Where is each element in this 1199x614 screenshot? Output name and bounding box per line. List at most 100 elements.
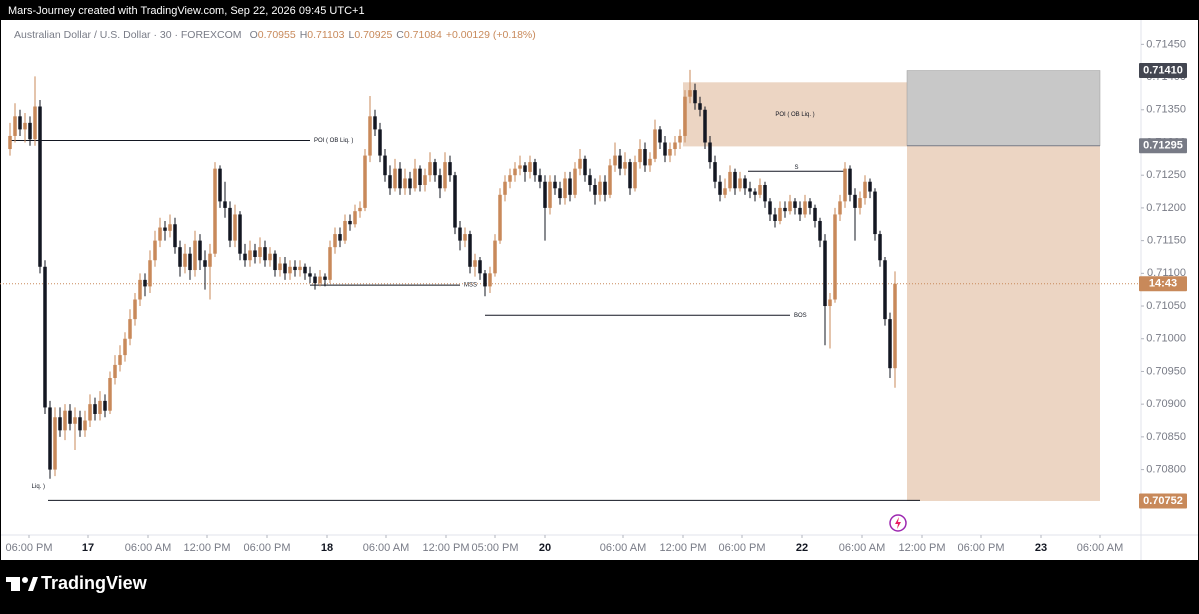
candle-body (53, 417, 57, 470)
logo-mark (6, 577, 18, 582)
candle-body (158, 227, 162, 241)
candle-body (313, 276, 317, 284)
candle-body (113, 364, 117, 378)
legend-key: H (300, 29, 308, 41)
candle-body (668, 149, 672, 156)
candle-body (603, 181, 607, 195)
candle-body (478, 260, 482, 274)
candle-body (628, 162, 632, 189)
candle-body (258, 247, 262, 257)
candle-body (183, 253, 187, 267)
candle-body (828, 299, 832, 307)
candle-body (268, 253, 272, 261)
candle-body (8, 135, 12, 150)
logo-mark (11, 577, 20, 591)
candle-body (298, 266, 302, 271)
candle-body (263, 247, 267, 261)
candle-body (68, 410, 72, 424)
candle-body (678, 135, 682, 143)
candle-body (108, 377, 112, 411)
candle-body (28, 122, 32, 140)
candle-body (423, 175, 427, 186)
candle-body (543, 181, 547, 208)
candle-body (388, 175, 392, 189)
alert-icon[interactable] (889, 514, 907, 532)
candle-body (723, 188, 727, 195)
annotation-label: MSS (464, 283, 477, 289)
candle-body (488, 273, 492, 287)
y-tick-label: 0.71250 (1146, 169, 1186, 181)
candle-body (23, 122, 27, 130)
header: Mars-Journey created with TradingView.co… (8, 5, 365, 17)
candle-body (288, 266, 292, 274)
candle-body (428, 162, 432, 176)
candle-body (493, 240, 497, 274)
candle-body (813, 207, 817, 221)
candle-body (143, 279, 147, 287)
logo (6, 577, 38, 591)
x-tick-label: 06:00 PM (243, 542, 290, 554)
candle-body (778, 207, 782, 221)
alert-icon-bolt (895, 517, 901, 529)
x-tick-label: 22 (796, 542, 808, 554)
candle-body (848, 168, 852, 195)
candle-body (773, 214, 777, 221)
y-tick-label: 0.70900 (1146, 398, 1186, 410)
candle-body (333, 234, 337, 248)
entry-badge-bg (1139, 138, 1187, 154)
candle-body (518, 165, 522, 169)
candle-body (128, 319, 132, 339)
candle-body (508, 175, 512, 182)
candle-body (378, 129, 382, 156)
candle-body (308, 273, 312, 277)
x-tick-label: 20 (539, 542, 551, 554)
x-tick-label: 05:00 PM (471, 542, 518, 554)
legend-value: 0.70955 (258, 29, 296, 41)
candle-body (283, 263, 287, 274)
candle-body (608, 165, 612, 195)
candle-body (153, 240, 157, 261)
candle-body (413, 168, 417, 189)
x-tick-label: 06:00 AM (125, 542, 171, 554)
candle-body (13, 116, 17, 136)
candle-body (453, 175, 457, 228)
candle-body (598, 181, 602, 195)
candle-body (553, 181, 557, 189)
candle-body (278, 263, 282, 271)
candle-body (728, 171, 732, 189)
y-tick-label: 0.71000 (1146, 333, 1186, 345)
candle-body (358, 207, 362, 212)
candle-body (223, 201, 227, 208)
candle-body (93, 404, 97, 414)
candle-body (328, 247, 332, 280)
candle-body (193, 240, 197, 271)
candle-body (168, 224, 172, 231)
candle-body (233, 214, 237, 241)
candle-body (523, 165, 527, 172)
stop-zone (906, 70, 1101, 147)
candle-body (718, 181, 722, 195)
candle-body (763, 185, 767, 202)
annotation-label: S (794, 165, 798, 171)
annotation-label: Liq. ) (32, 484, 45, 490)
stop-badge: 0.71410 (1143, 64, 1183, 76)
candle-body (873, 191, 877, 235)
candle-body (843, 168, 847, 202)
legend-key: C (396, 29, 404, 41)
candle-body (408, 178, 412, 189)
candle-body (563, 178, 567, 199)
candle-body (208, 253, 212, 267)
x-tick-label: 12:00 PM (898, 542, 945, 554)
x-tick-label: 06:00 AM (363, 542, 409, 554)
candle-body (558, 188, 562, 199)
y-tick-label: 0.71450 (1146, 38, 1186, 50)
candle-body (38, 106, 42, 267)
x-tick-label: 06:00 PM (718, 542, 765, 554)
candle-body (188, 253, 192, 271)
y-tick-label: 0.71200 (1146, 202, 1186, 214)
logo-mark (28, 577, 38, 591)
candle-body (148, 260, 152, 287)
symbol: Australian Dollar / U.S. Dollar · 30 · F… (14, 29, 242, 41)
candle-body (483, 273, 487, 287)
candle-body (823, 240, 827, 307)
